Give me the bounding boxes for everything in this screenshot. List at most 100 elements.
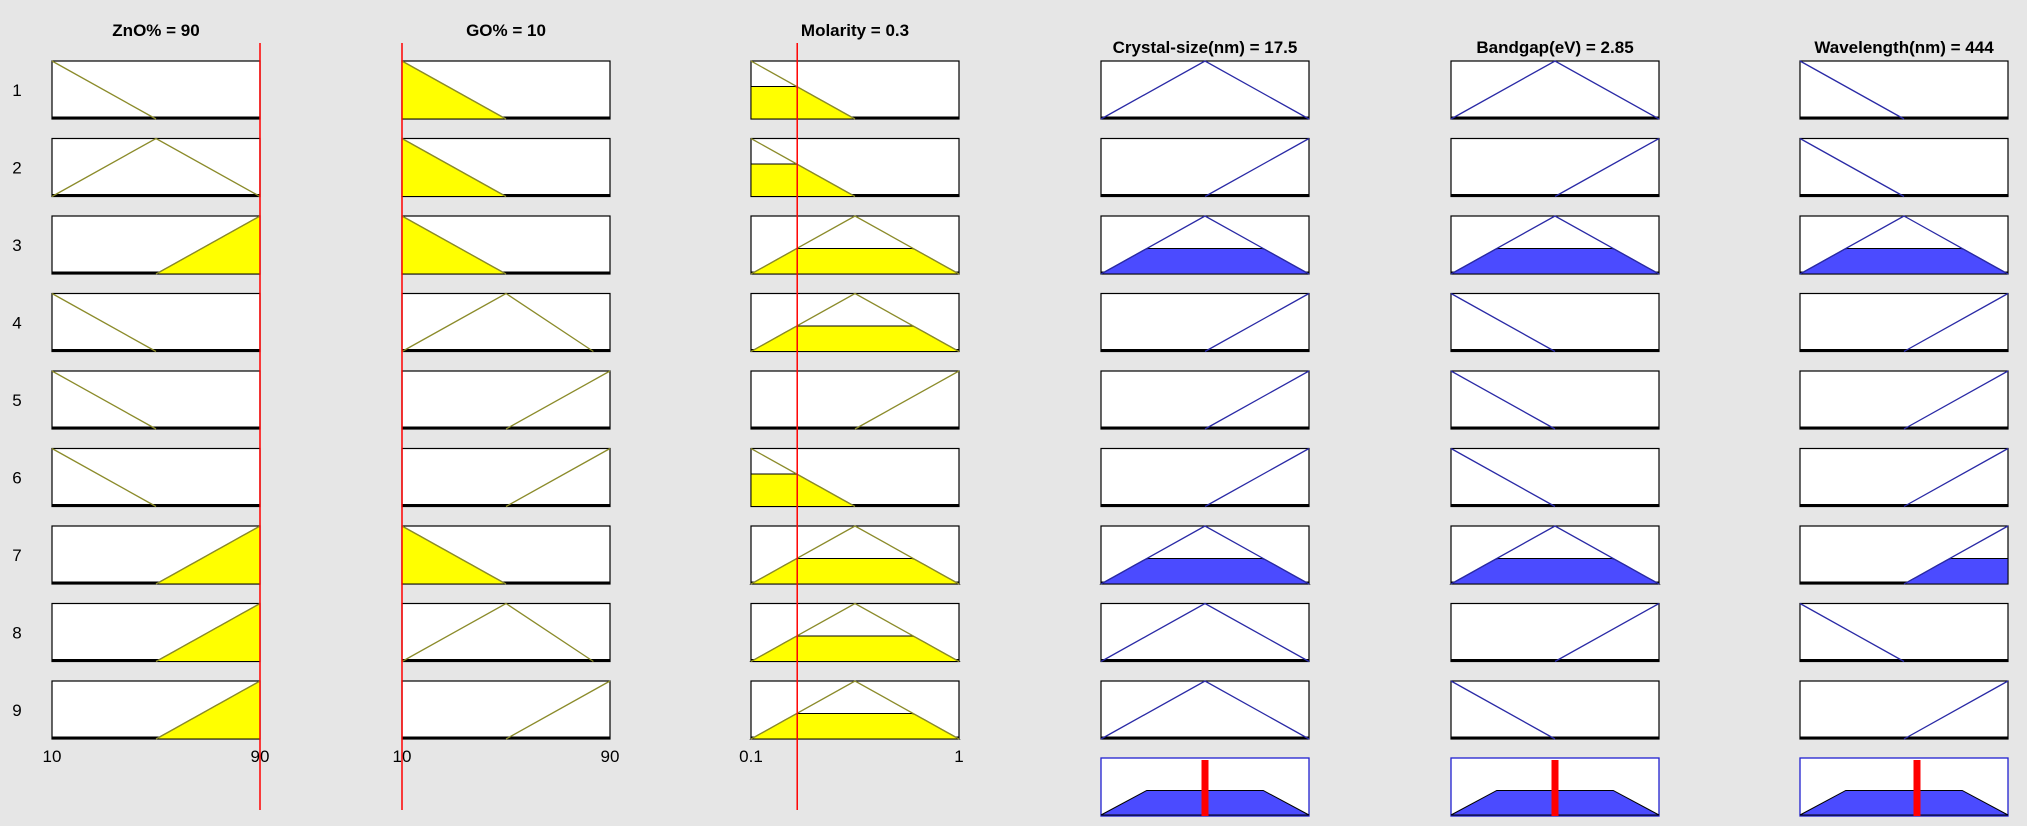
output-mf-panel[interactable] [1450,447,1660,508]
input-mf-panel[interactable] [51,370,261,430]
input-mf-panel[interactable] [401,602,611,663]
aggregated-output-panel[interactable] [1450,757,1660,817]
input-mf-panel[interactable] [401,292,611,353]
output-mf-curve [1554,602,1660,663]
output-mf-curve [1204,370,1310,430]
output-mf-curve [1204,292,1310,353]
output-mf-curve [1450,525,1660,585]
output-mf-panel[interactable] [1100,60,1310,120]
output-mf-curve [1450,447,1556,508]
input-mf-curve [155,215,261,275]
defuzzified-result-marker [1201,760,1209,816]
input-mf-panel[interactable] [51,60,261,120]
output-mf-curve [1799,137,1905,198]
output-mf-panel[interactable] [1450,215,1660,275]
input-mf-panel[interactable] [749,680,961,740]
input-mf-panel[interactable] [750,137,960,198]
output-mf-panel[interactable] [1799,370,2009,430]
rule-row: 8 [12,602,2009,663]
defuzzified-result-marker [1551,760,1559,816]
axis-tick-min: 0.1 [739,747,763,766]
aggregated-output-fill [1799,789,2009,816]
output-mf-panel[interactable] [1100,370,1310,430]
output-mf-panel[interactable] [1450,137,1660,198]
output-mf-panel[interactable] [1100,215,1310,275]
output-mf-panel[interactable] [1449,525,1661,585]
aggregated-output-panel[interactable] [1100,757,1310,817]
output-mf-panel[interactable] [1799,292,2009,353]
output-mf-panel[interactable] [1799,447,2009,508]
axis-tick-min: 10 [43,747,62,766]
input-mf-curve [401,525,507,585]
input-mf-panel[interactable] [401,447,611,508]
input-mf-curve [155,602,261,663]
input-title-go: GO% = 10 [466,21,546,40]
output-mf-panel[interactable] [1799,602,2009,663]
output-mf-panel[interactable] [1100,292,1310,353]
aggregated-outputs [1100,757,2009,817]
input-mf-panel[interactable] [401,137,611,198]
input-mf-panel[interactable] [51,215,261,275]
output-mf-panel[interactable] [1450,60,1660,120]
output-mf-curve [1204,137,1310,198]
axis-tick-max: 1 [954,747,963,766]
rule-number: 8 [12,624,21,643]
input-mf-panel[interactable] [51,525,261,585]
input-mf-curve [750,525,960,585]
input-mf-curve [505,680,611,740]
output-mf-panel[interactable] [1799,680,2009,740]
input-mf-panel[interactable] [51,292,261,353]
input-mf-panel[interactable] [749,602,961,663]
input-mf-curve [155,680,261,740]
output-mf-panel[interactable] [1450,602,1660,663]
input-mf-panel[interactable] [401,680,611,740]
input-mf-panel[interactable] [401,525,611,585]
rule-number: 7 [12,546,21,565]
input-value-indicators [259,43,798,810]
input-mf-panel[interactable] [401,370,611,430]
input-mf-panel[interactable] [750,447,960,508]
output-mf-panel[interactable] [1450,370,1660,430]
input-mf-panel[interactable] [51,602,261,663]
output-mf-panel[interactable] [1100,447,1310,508]
rule-number: 4 [12,314,21,333]
aggregated-output-panel[interactable] [1799,757,2009,817]
output-mf-curve [1100,215,1310,275]
input-mf-panel[interactable] [750,215,960,275]
output-mf-panel[interactable] [1450,292,1660,353]
rule-row: 7 [12,525,2009,585]
rule-number: 6 [12,469,21,488]
rule-number: 1 [12,81,21,100]
output-mf-panel[interactable] [1100,137,1310,198]
input-mf-curve [750,60,856,120]
output-mf-curve [1450,370,1556,430]
input-mf-curve [51,370,157,430]
input-mf-panel[interactable] [401,60,611,120]
output-mf-panel[interactable] [1799,525,2009,585]
rule-rows: 1 2 3 4 5 6 7 8 9 [12,60,2009,740]
input-mf-panel[interactable] [51,447,261,508]
output-mf-panel[interactable] [1450,680,1660,740]
output-mf-panel[interactable] [1100,680,1310,740]
output-title-wavelength: Wavelength(nm) = 444 [1814,38,1994,57]
input-mf-panel[interactable] [750,370,960,430]
input-mf-panel[interactable] [750,292,960,353]
output-mf-panel[interactable] [1100,602,1310,663]
input-axis-ticks: 10 90 10 90 0.1 1 [43,747,964,766]
rule-number: 2 [12,159,21,178]
output-mf-curve [1100,525,1310,585]
input-mf-panel[interactable] [51,137,261,198]
input-mf-panel[interactable] [750,60,960,120]
input-mf-panel[interactable] [401,215,611,275]
output-mf-panel[interactable] [1799,60,2009,120]
input-mf-curve [750,680,960,740]
output-mf-curve [1903,447,2009,508]
output-mf-panel[interactable] [1099,525,1311,585]
output-mf-panel[interactable] [1799,137,2009,198]
input-mf-panel[interactable] [51,680,261,740]
input-mf-panel[interactable] [749,525,961,585]
output-mf-curve [1100,680,1310,740]
output-mf-panel[interactable] [1799,215,2009,275]
output-mf-curve [1799,602,1905,663]
